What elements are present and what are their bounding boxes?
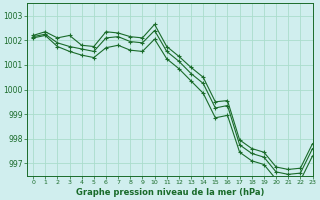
X-axis label: Graphe pression niveau de la mer (hPa): Graphe pression niveau de la mer (hPa)	[76, 188, 264, 197]
